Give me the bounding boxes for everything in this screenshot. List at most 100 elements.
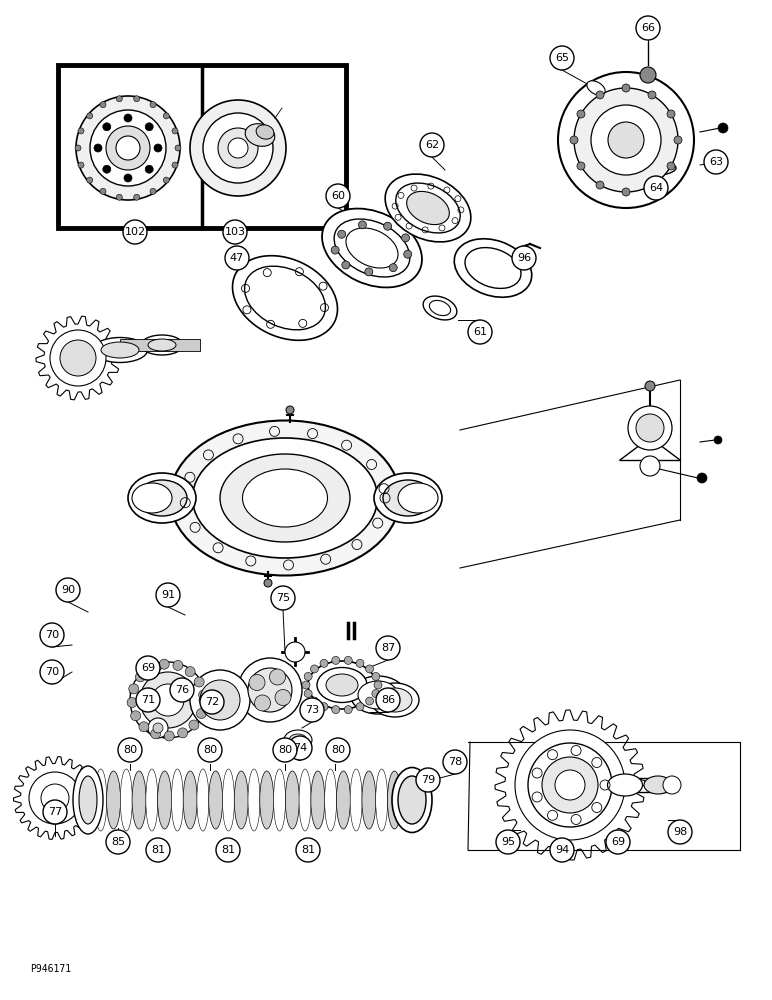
Circle shape (123, 220, 147, 244)
Ellipse shape (197, 769, 209, 831)
Ellipse shape (465, 248, 521, 288)
Text: 80: 80 (203, 745, 217, 755)
Circle shape (420, 133, 444, 157)
Ellipse shape (286, 771, 300, 829)
Circle shape (154, 144, 162, 152)
Circle shape (86, 177, 93, 183)
Circle shape (574, 88, 678, 192)
Ellipse shape (407, 191, 449, 225)
Ellipse shape (308, 661, 376, 709)
Circle shape (195, 677, 204, 687)
Ellipse shape (171, 769, 184, 831)
Ellipse shape (220, 454, 350, 542)
Circle shape (640, 67, 656, 83)
Ellipse shape (358, 681, 398, 709)
Ellipse shape (346, 228, 398, 268)
Circle shape (100, 188, 106, 194)
Circle shape (404, 250, 411, 258)
Circle shape (173, 660, 183, 670)
Polygon shape (36, 316, 120, 400)
Ellipse shape (146, 769, 157, 831)
Text: 62: 62 (425, 140, 439, 150)
Circle shape (668, 820, 692, 844)
Circle shape (372, 672, 380, 680)
Circle shape (190, 670, 250, 730)
Circle shape (608, 122, 644, 158)
Circle shape (103, 165, 111, 173)
Text: 73: 73 (305, 705, 319, 715)
Circle shape (374, 681, 382, 689)
Circle shape (622, 188, 630, 196)
Circle shape (285, 642, 305, 662)
Ellipse shape (234, 771, 249, 829)
Circle shape (106, 126, 150, 170)
Circle shape (127, 698, 137, 708)
Circle shape (628, 406, 672, 450)
Circle shape (164, 731, 174, 741)
Circle shape (223, 220, 247, 244)
Circle shape (118, 738, 142, 762)
Ellipse shape (132, 771, 146, 829)
Circle shape (550, 838, 574, 862)
Ellipse shape (520, 753, 600, 783)
Ellipse shape (289, 734, 307, 746)
Ellipse shape (388, 771, 401, 829)
Ellipse shape (259, 771, 274, 829)
Text: 81: 81 (221, 845, 235, 855)
Ellipse shape (398, 483, 438, 513)
Text: 81: 81 (301, 845, 315, 855)
Ellipse shape (311, 771, 325, 829)
Circle shape (275, 690, 291, 706)
Ellipse shape (137, 480, 187, 516)
Circle shape (304, 690, 312, 698)
Circle shape (56, 578, 80, 602)
Ellipse shape (208, 771, 222, 829)
Ellipse shape (248, 769, 260, 831)
Circle shape (134, 194, 140, 200)
Ellipse shape (350, 769, 362, 831)
Circle shape (40, 660, 64, 684)
Text: 61: 61 (473, 327, 487, 337)
Ellipse shape (371, 683, 419, 717)
Ellipse shape (170, 420, 400, 576)
Circle shape (310, 665, 318, 673)
Circle shape (645, 381, 655, 391)
Circle shape (40, 623, 64, 647)
Circle shape (78, 162, 84, 168)
Ellipse shape (413, 771, 427, 829)
Circle shape (190, 100, 286, 196)
Text: 77: 77 (48, 807, 62, 817)
Circle shape (577, 110, 585, 118)
Ellipse shape (107, 771, 120, 829)
Ellipse shape (587, 81, 605, 95)
Circle shape (337, 230, 346, 238)
Circle shape (332, 656, 340, 664)
Circle shape (117, 96, 122, 102)
Circle shape (117, 194, 122, 200)
Circle shape (78, 128, 84, 134)
Circle shape (332, 706, 340, 714)
Ellipse shape (317, 668, 367, 702)
Text: 79: 79 (421, 775, 435, 785)
Circle shape (372, 690, 380, 698)
Circle shape (172, 128, 178, 134)
Circle shape (286, 406, 294, 414)
Circle shape (344, 656, 352, 664)
Text: 91: 91 (161, 590, 175, 600)
Circle shape (200, 680, 240, 720)
Circle shape (310, 697, 318, 705)
Polygon shape (13, 757, 96, 839)
Text: 75: 75 (276, 593, 290, 603)
Text: 87: 87 (381, 643, 395, 653)
Text: 86: 86 (381, 695, 395, 705)
Ellipse shape (423, 296, 457, 320)
Ellipse shape (608, 774, 642, 796)
Text: 80: 80 (123, 745, 137, 755)
Circle shape (185, 667, 195, 677)
Text: 66: 66 (641, 23, 655, 33)
Ellipse shape (95, 769, 107, 831)
Circle shape (356, 659, 364, 667)
Circle shape (718, 123, 728, 133)
Ellipse shape (232, 256, 337, 340)
Circle shape (86, 113, 93, 119)
